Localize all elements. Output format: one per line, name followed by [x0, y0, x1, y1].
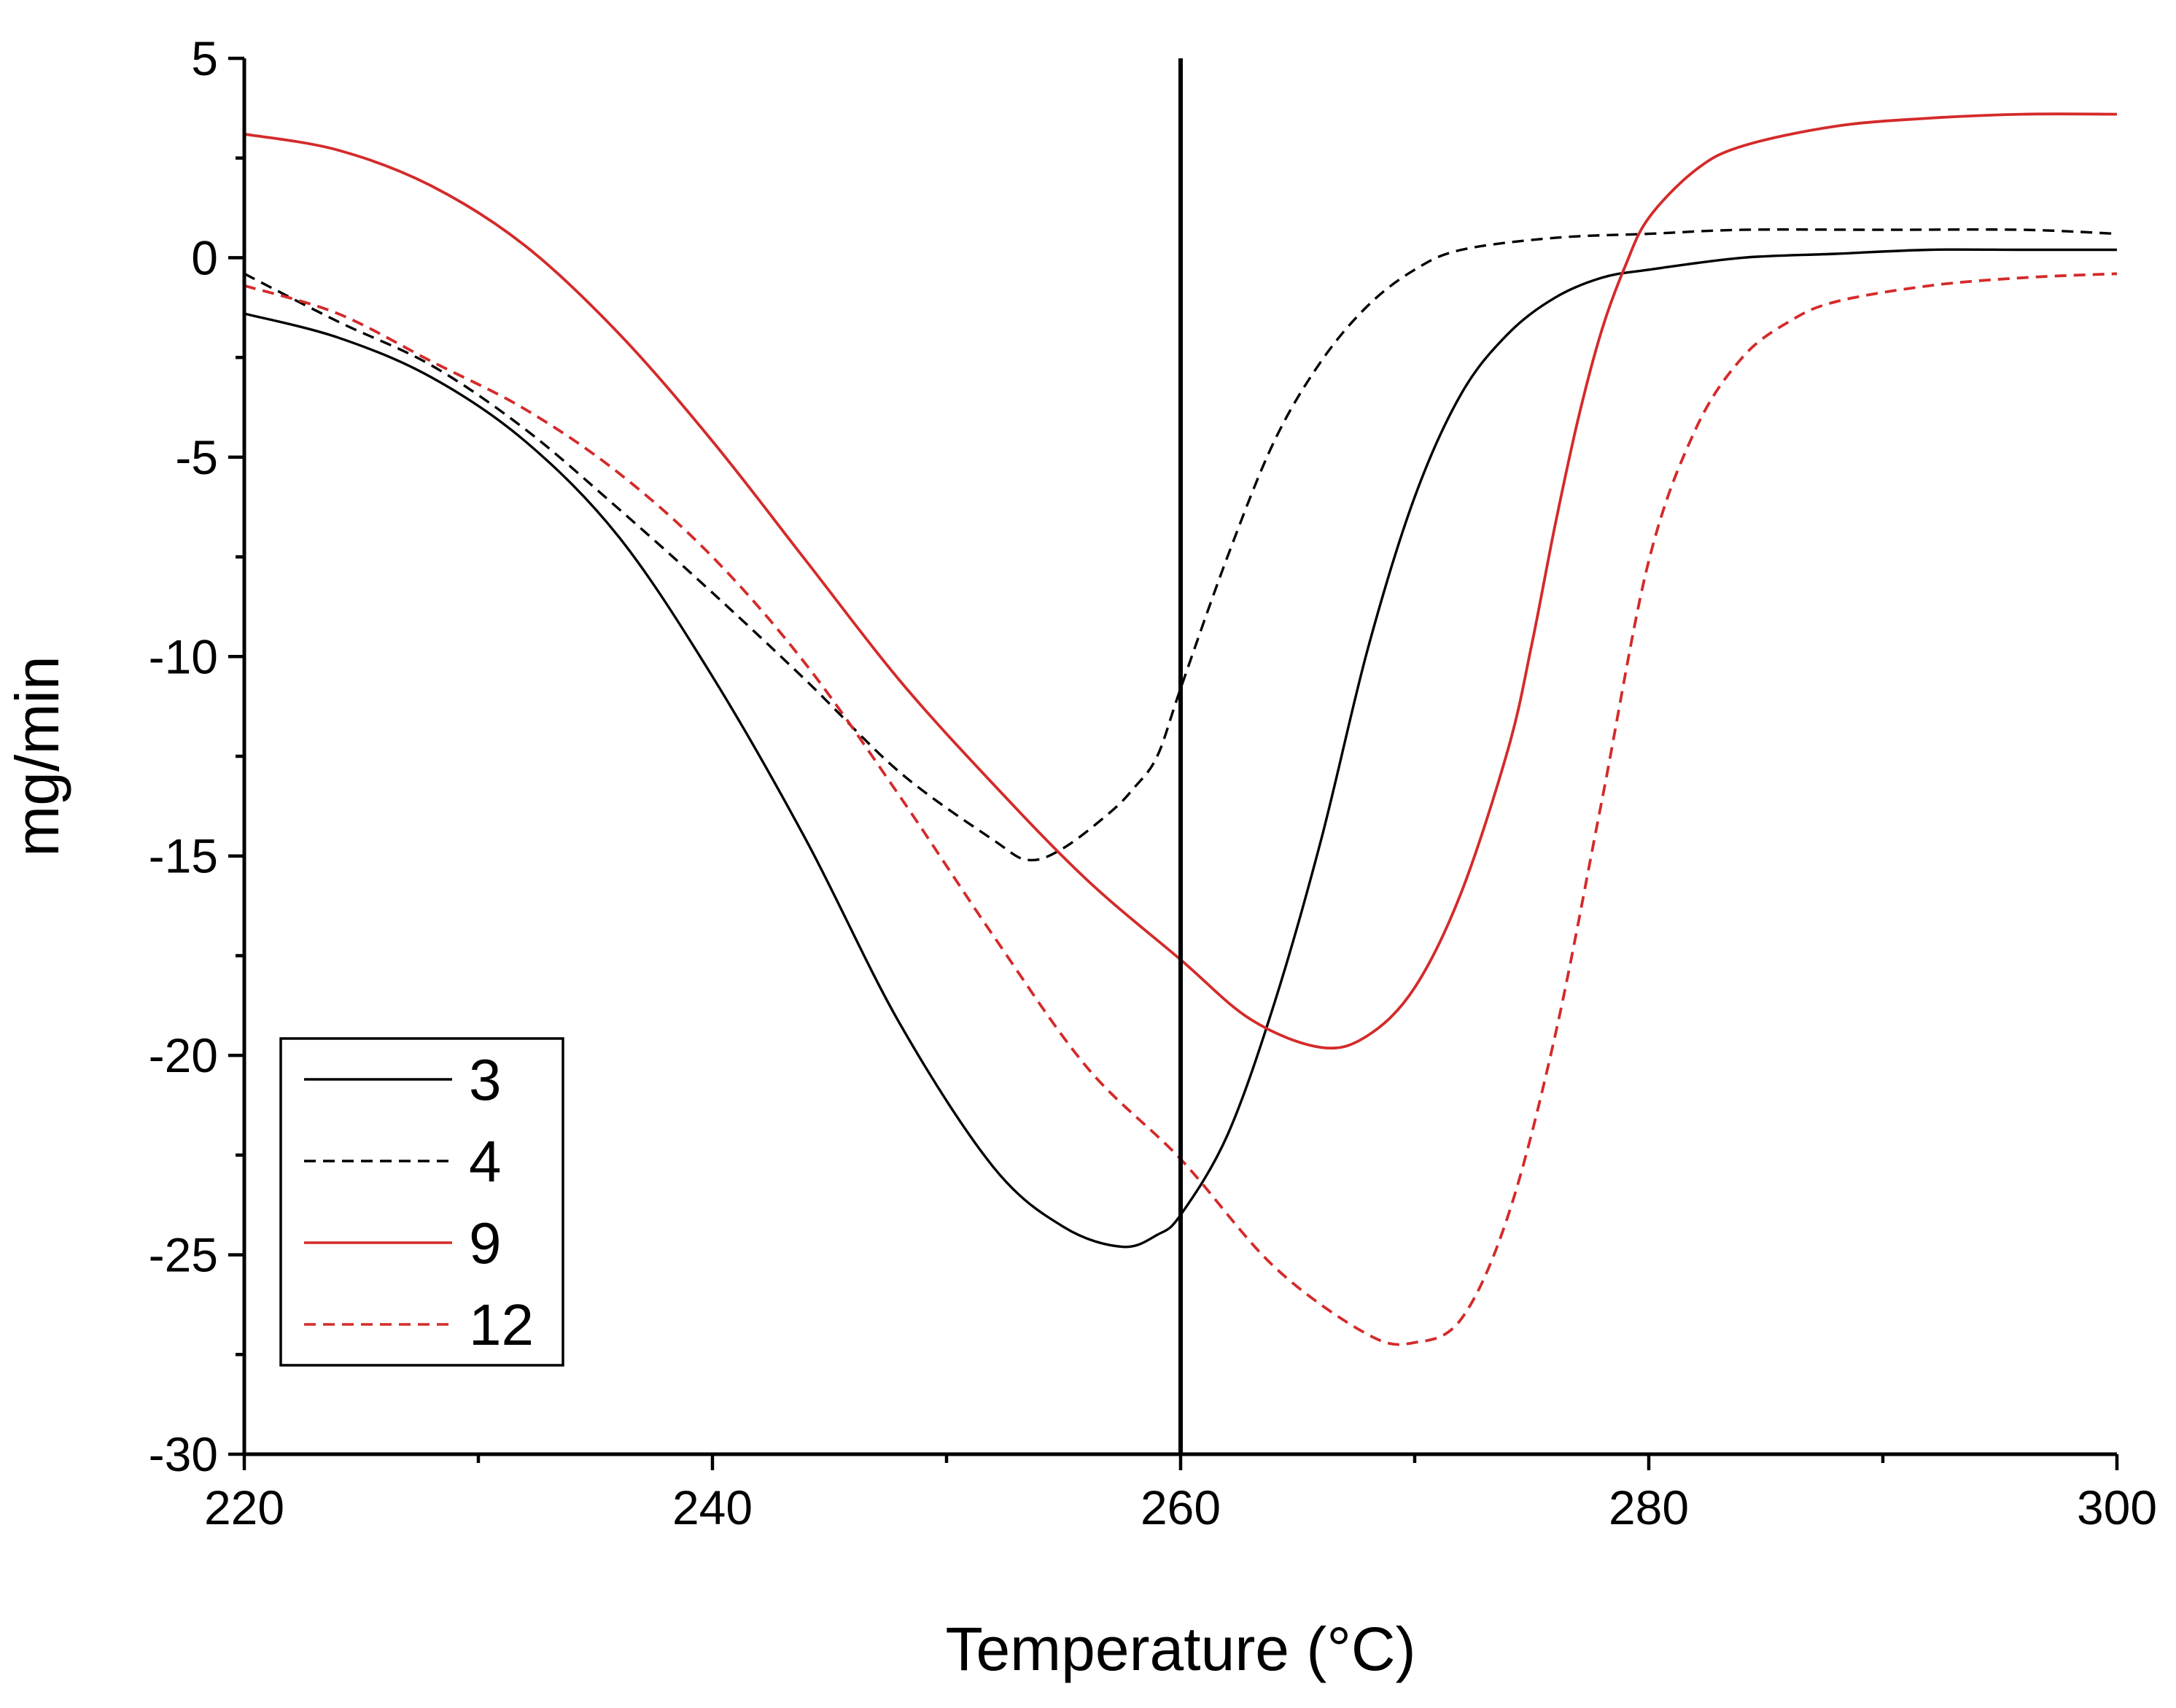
- x-tick-label: 280: [1609, 1480, 1689, 1534]
- legend-label-4: 4: [469, 1129, 502, 1194]
- series-line-3: [244, 248, 2117, 1249]
- x-tick-label: 240: [672, 1480, 753, 1534]
- y-tick-label: -15: [149, 829, 218, 883]
- series-line-4: [244, 228, 2118, 862]
- legend: 3 4 9 12: [279, 1037, 564, 1367]
- y-tick-label: -25: [149, 1228, 218, 1282]
- y-axis-title: mg/min: [3, 656, 71, 856]
- x-tick-label: 300: [2077, 1480, 2157, 1534]
- y-tick-label: 5: [191, 31, 218, 85]
- axes: [242, 58, 2117, 1456]
- y-tick-label: 0: [191, 230, 218, 284]
- y-tick-label: -5: [175, 430, 218, 484]
- tick-labels: 220 240 260 280 300 5 0 -5 -10 -15 -20 -25 -30: [149, 31, 2157, 1534]
- y-tick-label: -10: [149, 629, 218, 683]
- legend-box: [279, 1037, 564, 1367]
- x-axis-title: Temperature (°C): [945, 1615, 1415, 1683]
- y-tick-label: -20: [149, 1028, 218, 1082]
- legend-label-3: 3: [469, 1047, 502, 1112]
- series-line-9: [244, 112, 2118, 1050]
- legend-label-12: 12: [469, 1292, 534, 1357]
- y-tick-label: -30: [149, 1427, 218, 1481]
- x-tick-label: 220: [204, 1480, 284, 1534]
- series-layer: [244, 112, 2118, 1346]
- legend-label-9: 9: [469, 1211, 502, 1276]
- x-tick-label: 260: [1141, 1480, 1221, 1534]
